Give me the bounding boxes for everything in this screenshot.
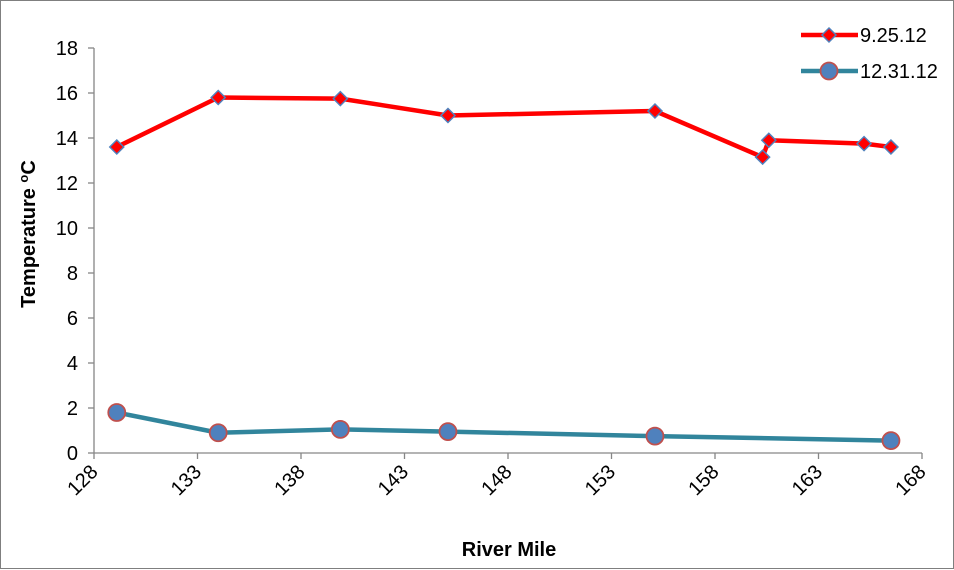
y-tick-label: 18	[56, 38, 78, 60]
x-tick-label: 128	[63, 461, 102, 500]
y-tick-label: 12	[56, 173, 78, 195]
data-point	[330, 419, 350, 439]
x-axis-title: River Mile	[462, 539, 556, 561]
y-tick-label: 8	[67, 263, 78, 285]
x-tick-label: 143	[374, 461, 413, 500]
data-point	[332, 90, 349, 107]
y-axis-title-unit: C	[18, 160, 40, 174]
legend-label: 9.25.12	[860, 25, 927, 47]
x-tick-label: 163	[788, 461, 827, 500]
legend-item: 12.31.12	[801, 61, 938, 83]
legend: 9.25.12 12.31.12	[801, 25, 938, 83]
series-line	[115, 95, 892, 160]
x-tick-label: 158	[684, 461, 723, 500]
y-tick-label: 0	[67, 443, 78, 465]
x-tick-label: 138	[270, 461, 309, 500]
data-point	[855, 135, 873, 152]
x-tick-label: 133	[167, 461, 206, 500]
data-point	[438, 422, 458, 442]
y-tick-label: 14	[56, 128, 78, 150]
y-axis-title-main: Temperature	[18, 183, 40, 308]
series-line	[116, 410, 891, 443]
legend-label: 12.31.12	[860, 61, 938, 83]
data-point	[882, 138, 900, 156]
data-point	[107, 403, 127, 422]
series-layer	[107, 89, 901, 451]
legend-item: 9.25.12	[801, 25, 927, 47]
data-point	[210, 89, 227, 106]
y-tick-label: 2	[67, 398, 78, 420]
series-2	[107, 403, 901, 451]
data-point	[645, 426, 665, 446]
x-tick-labels: 128 133 138 143 148 153 158 163 168	[63, 453, 931, 500]
series-1	[108, 89, 900, 166]
legend-swatch-marker	[819, 61, 839, 81]
data-point	[881, 431, 901, 451]
y-axis-title-superscript: o	[16, 175, 31, 183]
x-tick-label: 168	[891, 461, 930, 500]
y-tick-label: 4	[67, 353, 78, 375]
data-point	[208, 423, 228, 443]
data-point	[754, 149, 771, 166]
y-tick-label: 6	[67, 308, 78, 330]
data-point	[646, 102, 664, 120]
data-point	[108, 138, 125, 156]
legend-swatch-marker	[820, 26, 838, 44]
y-tick-label: 16	[56, 83, 78, 105]
y-tick-label: 10	[56, 218, 78, 240]
y-tick-labels: 0 2 4 6 8 10 12 14 16 18	[56, 38, 94, 465]
data-point	[760, 132, 777, 149]
x-tick-label: 148	[477, 461, 516, 500]
y-axis-title: Temperature oC	[16, 160, 41, 308]
axes	[93, 48, 922, 454]
data-point	[439, 107, 457, 124]
x-tick-label: 153	[581, 461, 620, 500]
